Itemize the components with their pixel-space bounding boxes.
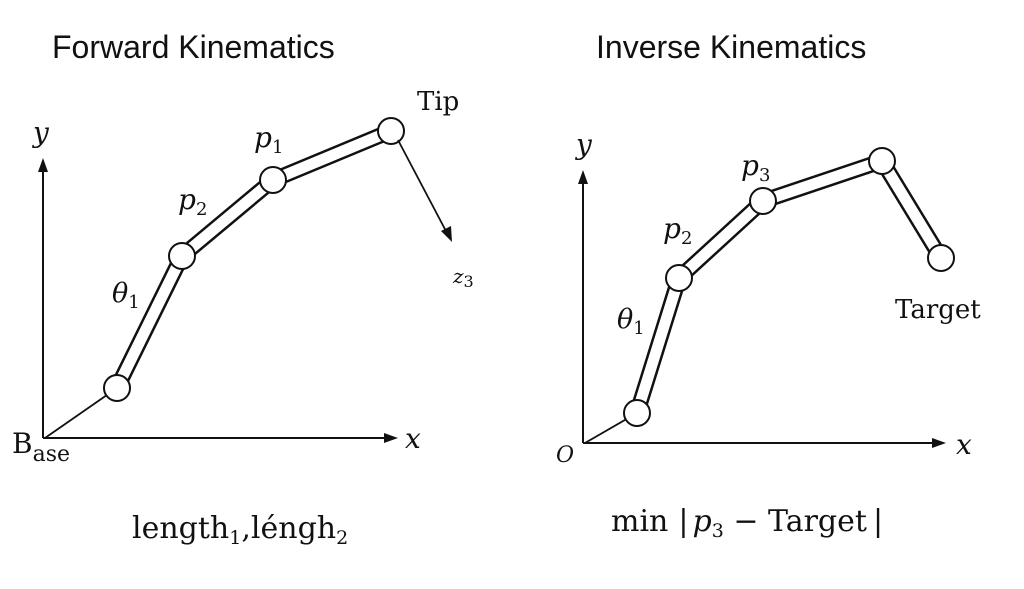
forward-base-label: Base	[12, 427, 70, 467]
inverse-formula: min | p3 − Target |	[611, 504, 883, 542]
inverse-joint-0	[623, 399, 651, 427]
inverse-origin-label: O	[556, 443, 574, 468]
inverse-y-arrowhead	[578, 170, 588, 184]
forward-links	[109, 123, 395, 392]
forward-p2-label: p2	[178, 183, 207, 220]
forward-y-arrowhead	[38, 158, 48, 172]
inverse-joint-2	[749, 187, 777, 215]
forward-joint-0	[103, 374, 131, 402]
inverse-theta-label: θ1	[617, 304, 645, 339]
forward-joint-2	[259, 166, 287, 194]
forward-tip-arrowhead	[441, 226, 452, 242]
forward-p1-label: p1	[254, 121, 283, 158]
forward-x-arrowhead	[384, 433, 398, 443]
inverse-target-label: Target	[895, 295, 981, 325]
inverse-joint-3	[868, 147, 896, 175]
forward-title: Forward Kinematics	[52, 29, 335, 65]
inverse-end-joint	[927, 244, 955, 272]
inverse-x-arrowhead	[932, 438, 946, 448]
forward-kinematics-panel: Forward Kinematics y x Tip p1 p2	[12, 29, 474, 549]
forward-tip-label: Tip	[417, 87, 459, 117]
forward-tip-arrow	[397, 139, 448, 234]
inverse-p3-label: p3	[741, 149, 770, 186]
forward-arrow-label: z3	[452, 264, 474, 291]
forward-x-label: x	[405, 422, 421, 455]
forward-base-line	[44, 387, 118, 439]
inverse-joint-1	[665, 264, 693, 292]
inverse-kinematics-panel: Inverse Kinematics y x O p3 p2 θ1	[556, 29, 981, 542]
forward-y-label: y	[31, 116, 50, 149]
inverse-x-label: x	[956, 428, 972, 461]
forward-tip-joint	[377, 117, 405, 145]
inverse-title: Inverse Kinematics	[596, 29, 866, 65]
inverse-p2-label: p2	[663, 212, 692, 249]
inverse-y-label: y	[574, 128, 593, 161]
forward-joint-1	[168, 242, 196, 270]
forward-formula: length1,léngh2	[132, 511, 348, 549]
forward-theta-label: θ1	[112, 278, 140, 313]
